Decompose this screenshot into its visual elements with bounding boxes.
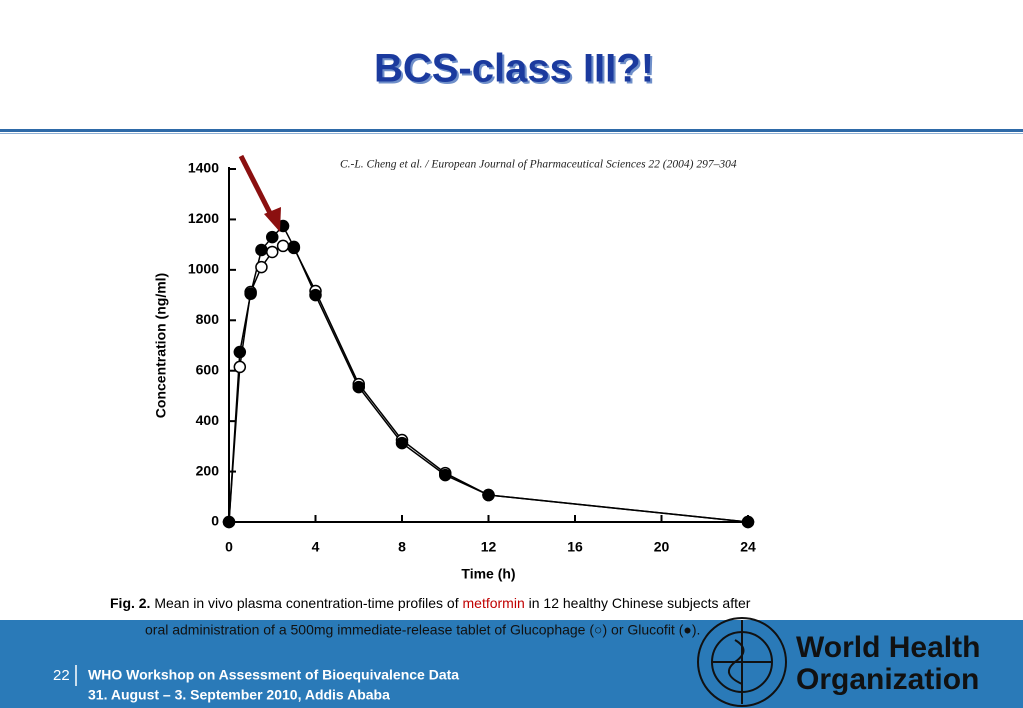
y-tick-label: 600 — [196, 361, 220, 377]
caption-text: Mean in vivo plasma conentration-time pr… — [154, 595, 458, 611]
y-tick-label: 800 — [196, 311, 220, 327]
x-tick-label: 12 — [481, 539, 497, 555]
caption-label: Fig. 2. — [110, 595, 150, 611]
y-axis-label: Concentration (ng/ml) — [153, 273, 169, 418]
caption-text: in 12 healthy Chinese subjects after — [529, 595, 751, 611]
title-shadow: BCS-class III?! — [376, 49, 656, 93]
y-tick-label: 400 — [196, 412, 220, 428]
data-point — [255, 243, 268, 257]
y-tick-label: 200 — [196, 462, 220, 478]
data-point — [352, 380, 365, 394]
data-point — [266, 245, 279, 259]
x-tick-label: 16 — [567, 539, 583, 555]
caption-highlight: metformin — [463, 595, 525, 611]
logo-text: Organization — [796, 663, 979, 696]
divider — [0, 129, 1023, 132]
citation: C.-L. Cheng et al. / European Journal of… — [340, 159, 737, 171]
data-point — [309, 288, 322, 302]
data-point — [276, 239, 290, 253]
x-tick-label: 4 — [312, 539, 320, 555]
page-number: 22 — [53, 667, 70, 684]
data-point — [439, 468, 452, 482]
data-point — [255, 260, 268, 274]
y-tick-label: 1200 — [188, 210, 219, 226]
y-tick-label: 1400 — [188, 160, 219, 176]
data-point — [233, 345, 247, 359]
arrow — [238, 154, 281, 232]
y-tick-label: 1000 — [188, 261, 219, 277]
chart: 0 200 400 600 800 1000 1200 1400 0 4 8 12 16 20 24 Time… — [153, 160, 756, 582]
who-emblem — [697, 617, 787, 707]
y-tick-label: 0 — [211, 513, 219, 529]
data-point — [741, 515, 755, 529]
data-point — [482, 488, 495, 502]
data-point — [287, 240, 301, 254]
x-tick-label: 24 — [740, 539, 756, 555]
logo-text: World Health — [796, 631, 980, 664]
data-point — [222, 515, 236, 529]
slide-title: BCS-class III?! — [374, 47, 654, 91]
footer-band — [0, 620, 1023, 708]
data-point — [395, 436, 409, 450]
caption: Fig. 2. Mean in vivo plasma conentration… — [110, 595, 751, 611]
x-tick-label: 8 — [398, 539, 406, 555]
x-axis-label: Time (h) — [461, 566, 515, 582]
data-point — [233, 360, 247, 374]
footer-dates: 31. August – 3. September 2010, Addis Ab… — [88, 687, 390, 703]
data-point — [244, 287, 257, 301]
divider — [0, 133, 1023, 134]
x-tick-label: 20 — [654, 539, 670, 555]
data-point — [266, 230, 279, 244]
caption-line2: oral administration of a 500mg immediate… — [145, 622, 700, 638]
x-tick-label: 0 — [225, 539, 233, 555]
footer-event: WHO Workshop on Assessment of Bioequival… — [88, 667, 459, 683]
